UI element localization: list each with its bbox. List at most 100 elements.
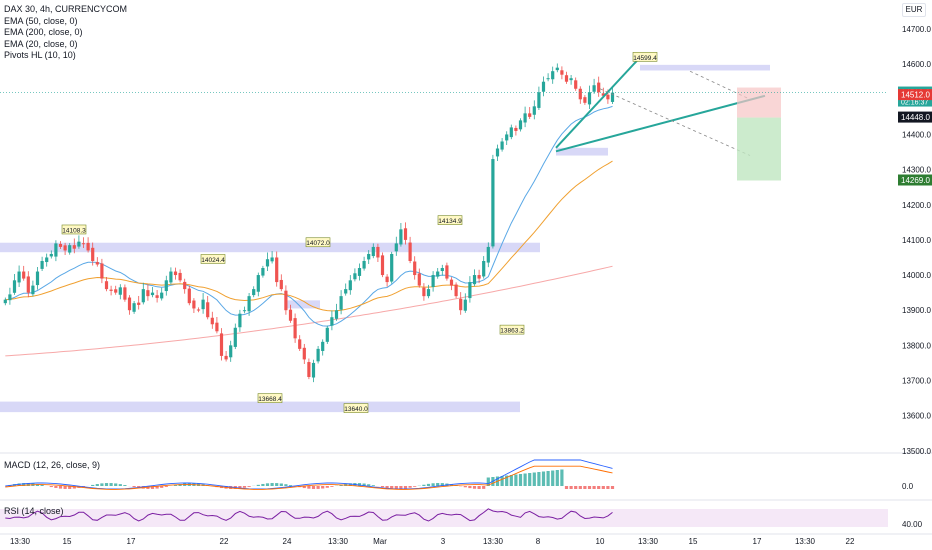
candle-body <box>532 106 536 115</box>
macd-bar <box>49 486 53 488</box>
candle-body <box>344 289 348 294</box>
stop-price-tag-bg <box>898 89 932 101</box>
macd-bar <box>610 486 615 489</box>
candle-body <box>597 82 601 93</box>
pivot-badge <box>437 215 463 225</box>
macd-bar <box>371 485 375 486</box>
candle-body <box>422 287 426 297</box>
candle-body <box>518 120 523 130</box>
pivot-label: 13640.0 <box>344 406 368 413</box>
candle-body <box>403 228 408 240</box>
time-tick-label: 8 <box>536 537 541 546</box>
macd-bar <box>413 486 417 487</box>
candle-body <box>68 245 72 253</box>
candle-body <box>380 255 385 276</box>
macd-bar <box>477 486 481 489</box>
candle-body <box>495 148 500 157</box>
candle-body <box>288 309 293 321</box>
candle-body <box>390 253 394 282</box>
macd-bar <box>587 486 592 489</box>
macd-bar <box>546 471 550 486</box>
currency-label[interactable]: EUR <box>902 3 926 17</box>
candle-body <box>12 280 17 293</box>
macd-bar <box>302 486 306 489</box>
candle-body <box>196 309 201 311</box>
risk-zone <box>737 87 781 118</box>
candle-body <box>155 295 159 298</box>
candle-body <box>26 276 30 293</box>
macd-bar <box>380 486 385 488</box>
macd-bar <box>403 486 408 489</box>
macd-bar <box>164 486 168 487</box>
pivot-badge <box>61 224 87 235</box>
price-tick-label: 13500.0 <box>902 447 931 456</box>
pivot-badge <box>499 324 525 335</box>
macd-bar <box>316 486 320 489</box>
macd-bar <box>114 483 118 486</box>
macd-bar <box>422 484 426 486</box>
candle-body <box>58 243 63 247</box>
candle-body <box>321 341 325 351</box>
candle-body <box>408 242 412 261</box>
macd-bar <box>551 470 555 486</box>
candle-body <box>454 284 458 297</box>
candle-body <box>431 275 435 288</box>
candle-body <box>509 127 513 138</box>
candle-body <box>376 246 380 258</box>
macd-bar <box>288 485 293 486</box>
macd-bar <box>574 486 578 489</box>
macd-bar <box>597 486 601 489</box>
ema20-line <box>5 105 613 327</box>
macd-bar <box>348 483 352 486</box>
candle-body <box>242 310 247 312</box>
candle-body <box>537 92 541 108</box>
candle-body <box>468 282 472 299</box>
rsi-axis-label: 40.00 <box>902 520 923 529</box>
macd-bar <box>518 474 523 486</box>
candle-body <box>491 159 495 247</box>
pivot-label: 13668.4 <box>258 396 282 403</box>
macd-bar <box>385 486 389 489</box>
candle-body <box>31 285 35 295</box>
macd-bar <box>256 484 260 486</box>
pivot-badge <box>200 254 226 264</box>
macd-bar <box>486 477 490 486</box>
candle-body <box>141 289 145 303</box>
candle-body <box>601 93 605 96</box>
time-tick-label: 3 <box>441 537 446 546</box>
pivot-label: 14108.3 <box>62 227 86 234</box>
legend-ema20: EMA (20, close, 0) <box>4 38 78 49</box>
candle-body <box>583 97 587 103</box>
time-tick-label: 22 <box>220 537 229 546</box>
target-price-tag: 14269.0 <box>901 176 930 185</box>
macd-bar <box>431 483 435 486</box>
candle-body <box>178 272 182 281</box>
macd-bar <box>247 486 251 487</box>
ema200-line <box>5 265 613 357</box>
price-tick-label: 14000.0 <box>902 271 931 280</box>
candle-body <box>81 243 86 245</box>
candle-body <box>353 273 357 280</box>
macd-bar <box>514 474 518 486</box>
macd-bar <box>357 483 362 486</box>
candle-body <box>192 300 196 309</box>
time-tick-label: 13:30 <box>10 537 31 546</box>
candle-body <box>514 127 518 131</box>
candle-body <box>164 280 168 292</box>
candle-body <box>463 299 467 311</box>
candle-body <box>325 327 329 342</box>
price-tick-label: 13700.0 <box>902 377 931 386</box>
macd-bar <box>468 486 472 489</box>
macd-bar <box>279 483 283 486</box>
sr-zone <box>556 147 608 156</box>
macd-bar <box>95 484 99 486</box>
target-price-tag-bg <box>898 174 932 186</box>
candle-body <box>132 303 136 312</box>
candle-body <box>284 290 288 311</box>
candle-body <box>311 362 316 378</box>
time-tick-label: 17 <box>753 537 762 546</box>
macd-bar <box>541 471 546 486</box>
macd-bar <box>528 473 532 486</box>
candle-body <box>523 113 527 123</box>
